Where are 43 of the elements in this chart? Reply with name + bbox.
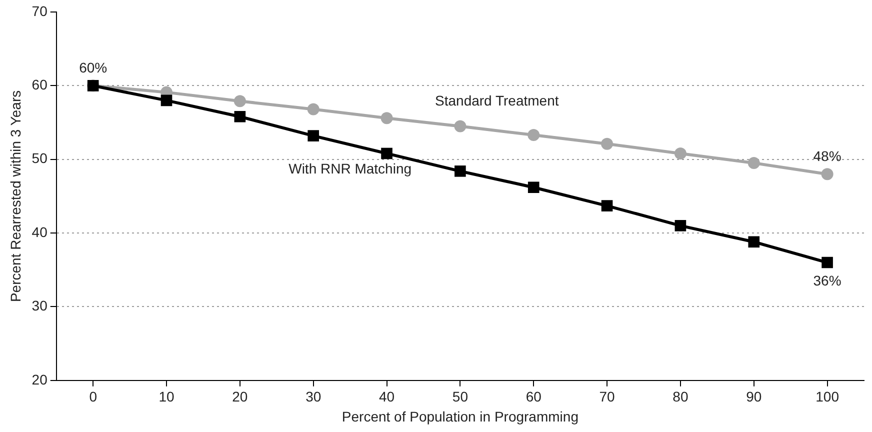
x-axis-title: Percent of Population in Programming xyxy=(342,408,578,424)
point xyxy=(160,94,172,106)
point xyxy=(748,236,760,248)
x-tick-label: 10 xyxy=(158,388,174,405)
data-label: 36% xyxy=(813,272,842,288)
point xyxy=(601,200,613,212)
point xyxy=(234,110,246,122)
point xyxy=(380,112,393,124)
x-tick-label: 0 xyxy=(89,388,98,405)
point xyxy=(674,147,686,160)
point xyxy=(454,165,466,177)
y-axis-title: Percent Rearrested within 3 Years xyxy=(7,90,24,302)
point xyxy=(601,138,614,150)
y-tick-label: 70 xyxy=(32,2,48,19)
point xyxy=(821,168,834,180)
x-tick-label: 100 xyxy=(816,388,840,405)
x-tick-label: 20 xyxy=(232,388,248,405)
point xyxy=(454,120,466,132)
point xyxy=(528,129,540,142)
x-tick-label: 80 xyxy=(672,388,688,405)
y-tick-label: 60 xyxy=(32,76,48,93)
x-tick-label: 70 xyxy=(599,388,616,405)
y-tick-label: 20 xyxy=(32,371,48,388)
x-tick-label: 60 xyxy=(526,388,542,405)
point xyxy=(822,256,833,268)
series-label: Standard Treatment xyxy=(435,92,559,108)
x-tick-label: 30 xyxy=(306,388,322,405)
point xyxy=(674,220,686,232)
point xyxy=(234,95,246,108)
point xyxy=(308,130,319,142)
y-tick-label: 40 xyxy=(32,224,48,240)
y-tick-label: 30 xyxy=(32,298,48,314)
point xyxy=(381,148,392,160)
x-tick-label: 90 xyxy=(746,388,762,405)
point xyxy=(748,157,760,170)
series-label: With RNR Matching xyxy=(288,160,412,176)
point xyxy=(307,103,320,116)
point xyxy=(528,182,540,194)
x-tick-label: 40 xyxy=(378,388,395,405)
y-tick-label: 50 xyxy=(32,150,48,166)
data-label: 48% xyxy=(813,148,842,164)
data-label: 60% xyxy=(79,60,108,76)
x-tick-label: 50 xyxy=(452,388,468,405)
